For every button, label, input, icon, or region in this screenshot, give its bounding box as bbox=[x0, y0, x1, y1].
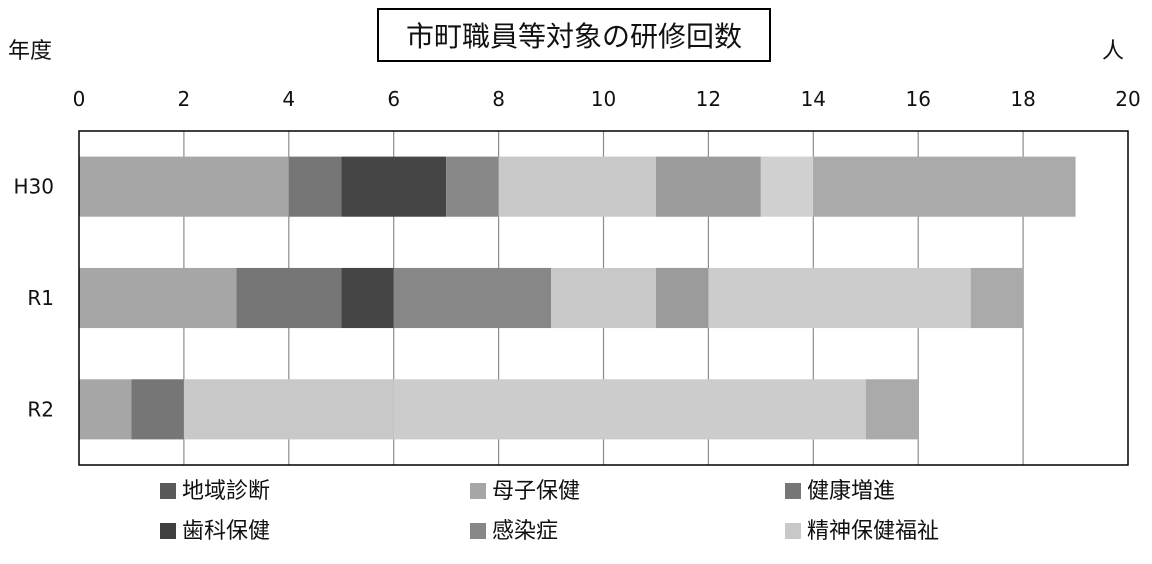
x-tick-label: 14 bbox=[801, 87, 826, 111]
legend-label: 母子保健 bbox=[492, 479, 580, 504]
legend-swatch bbox=[160, 523, 176, 539]
bar-segment bbox=[760, 156, 814, 217]
bar-segment bbox=[393, 379, 866, 440]
legend-label: 地域診断 bbox=[182, 479, 270, 504]
x-tick-label: 18 bbox=[1010, 87, 1035, 111]
bar-segment bbox=[551, 267, 656, 329]
bar-segment bbox=[236, 267, 342, 329]
bar-segment bbox=[446, 156, 499, 217]
bar-segment bbox=[498, 156, 656, 217]
x-tick-label: 12 bbox=[696, 87, 721, 111]
legend-swatch bbox=[785, 523, 801, 539]
bar-segment bbox=[183, 379, 394, 440]
bar-segment bbox=[79, 267, 237, 329]
bar-segment bbox=[813, 156, 1076, 217]
category-label: R2 bbox=[27, 397, 54, 421]
bar-segment bbox=[708, 267, 971, 329]
bar-segment bbox=[79, 156, 289, 217]
bar-segment bbox=[131, 379, 184, 440]
bar-segment bbox=[341, 156, 447, 217]
x-tick-label: 4 bbox=[282, 87, 295, 111]
bar-segment bbox=[288, 156, 342, 217]
x-tick-label: 2 bbox=[178, 87, 191, 111]
legend-label: 感染症 bbox=[492, 519, 558, 544]
category-label: H30 bbox=[14, 175, 55, 199]
bar-segment bbox=[970, 267, 1024, 329]
legend-label: 精神保健福祉 bbox=[807, 519, 939, 544]
legend-swatch bbox=[470, 483, 486, 499]
plot-area-frame bbox=[78, 130, 1129, 466]
bar-segment bbox=[655, 267, 709, 329]
x-tick-label: 10 bbox=[591, 87, 616, 111]
bar-segment bbox=[865, 379, 919, 440]
legend-swatch bbox=[785, 483, 801, 499]
category-labels: H30 R1 R2 bbox=[14, 175, 55, 422]
x-tick-labels: 0 2 4 6 8 10 12 14 16 18 20 bbox=[73, 87, 1141, 111]
bar-segment bbox=[393, 267, 552, 329]
legend-swatch bbox=[470, 523, 486, 539]
bars bbox=[79, 156, 1076, 440]
x-tick-label: 0 bbox=[73, 87, 86, 111]
x-tick-label: 8 bbox=[492, 87, 505, 111]
bar-segment bbox=[341, 267, 394, 329]
x-tick-label: 6 bbox=[387, 87, 400, 111]
x-tick-label: 16 bbox=[905, 87, 930, 111]
x-axis-label: 人 bbox=[1102, 39, 1124, 64]
chart-title: 市町職員等対象の研修回数 bbox=[406, 20, 742, 53]
bar-segment bbox=[655, 156, 761, 217]
category-label: R1 bbox=[27, 286, 54, 310]
legend-swatch bbox=[160, 483, 176, 499]
x-tick-label: 20 bbox=[1115, 87, 1140, 111]
y-axis-label: 年度 bbox=[8, 39, 52, 64]
legend-label: 歯科保健 bbox=[182, 519, 270, 544]
legend-label: 健康増進 bbox=[807, 479, 895, 504]
chart-title-box: 市町職員等対象の研修回数 bbox=[377, 8, 771, 62]
bar-segment bbox=[79, 379, 132, 440]
